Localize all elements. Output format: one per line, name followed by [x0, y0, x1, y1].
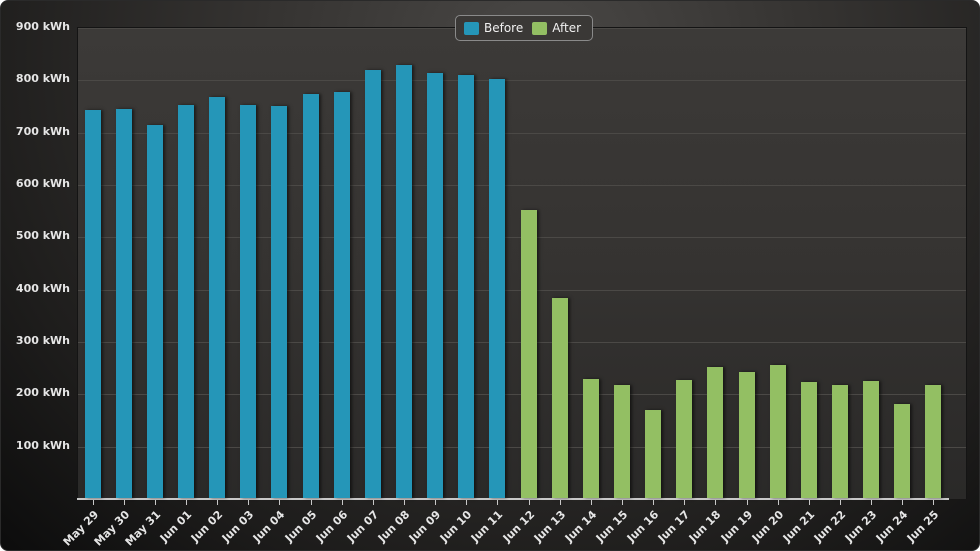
- x-tick: [279, 500, 281, 505]
- x-tick: [123, 500, 125, 505]
- bar-after[interactable]: [894, 403, 911, 498]
- x-tick: [372, 500, 374, 505]
- x-tick: [154, 500, 156, 505]
- x-axis-line: [77, 498, 949, 500]
- legend: Before After: [455, 15, 594, 41]
- bar-after[interactable]: [645, 410, 662, 498]
- x-tick: [746, 500, 748, 505]
- bar-after[interactable]: [520, 209, 537, 498]
- y-tick-label: 900 kWh: [15, 20, 70, 33]
- x-tick: [871, 500, 873, 505]
- bar-before[interactable]: [333, 91, 350, 498]
- x-tick: [684, 500, 686, 505]
- legend-item-before[interactable]: Before: [464, 21, 523, 35]
- y-tick-label: 400 kWh: [15, 281, 70, 295]
- x-tick: [808, 500, 810, 505]
- y-tick-label: 100 kWh: [15, 438, 70, 452]
- x-tick: [466, 500, 468, 505]
- bar-before[interactable]: [240, 104, 257, 498]
- x-tick: [622, 500, 623, 505]
- x-tick: [933, 500, 935, 505]
- legend-label-after: After: [552, 21, 582, 35]
- bar-before[interactable]: [209, 97, 226, 498]
- bar-after[interactable]: [769, 364, 786, 498]
- legend-item-after[interactable]: After: [532, 21, 581, 35]
- x-tick: [497, 500, 499, 505]
- bar-before[interactable]: [84, 109, 101, 498]
- bar-before[interactable]: [178, 104, 194, 498]
- bar-after[interactable]: [925, 384, 942, 498]
- y-tick-label: 200 kWh: [15, 386, 70, 400]
- bar-before[interactable]: [271, 106, 288, 498]
- y-tick-label: 300 kWh: [15, 334, 70, 347]
- x-tick: [559, 500, 561, 505]
- bar-before[interactable]: [489, 78, 506, 498]
- x-tick: [590, 500, 592, 505]
- x-tick: [528, 500, 530, 505]
- x-tick: [435, 500, 437, 505]
- bar-after[interactable]: [676, 379, 693, 498]
- x-tick: [217, 500, 219, 505]
- bar-after[interactable]: [582, 378, 599, 498]
- bar-after[interactable]: [863, 380, 880, 498]
- bar-after[interactable]: [738, 371, 755, 498]
- gridline: [78, 185, 966, 186]
- x-tick: [92, 500, 94, 505]
- bar-after[interactable]: [800, 381, 817, 498]
- y-tick-label: 700 kWh: [15, 124, 70, 138]
- bar-before[interactable]: [458, 74, 475, 498]
- bar-after[interactable]: [614, 384, 630, 498]
- bar-before[interactable]: [302, 93, 319, 498]
- legend-swatch-before: [464, 21, 479, 35]
- x-tick: [186, 500, 187, 505]
- x-tick: [653, 500, 655, 505]
- x-tick: [777, 500, 779, 505]
- bar-before[interactable]: [396, 64, 412, 498]
- x-tick: [715, 500, 717, 505]
- x-tick: [840, 500, 841, 505]
- bar-before[interactable]: [427, 73, 444, 498]
- bar-before[interactable]: [115, 108, 132, 498]
- bar-after[interactable]: [707, 366, 724, 498]
- bar-after[interactable]: [551, 297, 568, 498]
- y-tick-label: 800 kWh: [15, 72, 70, 86]
- legend-label-before: Before: [484, 21, 524, 35]
- gridline: [78, 80, 966, 82]
- x-tick: [404, 500, 405, 505]
- x-tick: [310, 500, 312, 505]
- bar-after[interactable]: [832, 384, 848, 498]
- bar-before[interactable]: [364, 69, 381, 498]
- x-tick: [902, 500, 904, 505]
- x-tick: [248, 500, 250, 505]
- gridline: [78, 132, 966, 134]
- y-tick-label: 500 kWh: [15, 229, 70, 243]
- legend-swatch-after: [532, 21, 548, 35]
- bar-before[interactable]: [146, 124, 163, 498]
- y-tick-label: 600 kWh: [15, 177, 70, 190]
- x-tick: [341, 500, 343, 505]
